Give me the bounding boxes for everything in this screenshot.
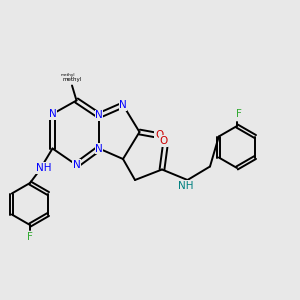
Text: N: N <box>95 143 103 154</box>
Text: methyl: methyl <box>62 77 82 82</box>
Text: NH: NH <box>178 181 194 191</box>
Text: O: O <box>155 130 163 140</box>
Text: NH: NH <box>36 163 51 173</box>
Text: N: N <box>119 100 127 110</box>
Text: F: F <box>236 109 242 119</box>
Text: N: N <box>49 109 56 119</box>
Text: N: N <box>95 110 103 121</box>
Text: F: F <box>27 232 33 242</box>
Text: O: O <box>159 136 168 146</box>
Text: methyl: methyl <box>60 73 75 77</box>
Text: N: N <box>73 160 80 170</box>
